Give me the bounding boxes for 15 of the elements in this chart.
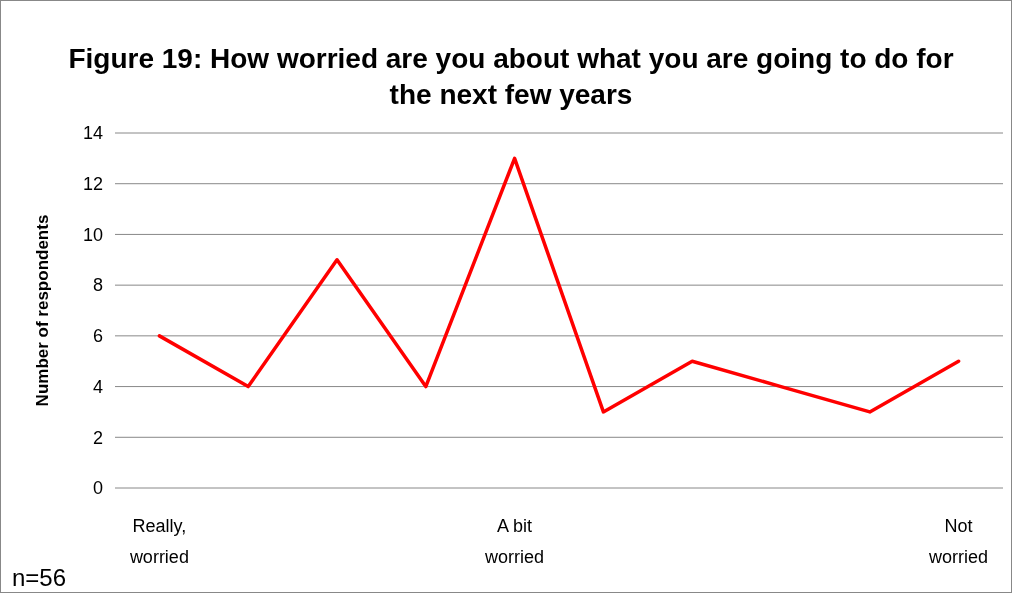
x-tick-label: Really, worried (128, 516, 189, 567)
text: n=56 (12, 564, 67, 591)
y-tick-label: 14 (82, 123, 103, 144)
y-tick-label: 10 (82, 224, 103, 245)
y-tick-label: 4 (92, 376, 103, 397)
line-series (157, 156, 961, 414)
x-tick-label: A bit worried (484, 516, 545, 567)
y-tick-label: 0 (92, 478, 103, 499)
y-tick-label: 8 (92, 275, 103, 296)
y-axis-title: Number of respondents (33, 214, 52, 407)
x-tick-label: Not worried (928, 516, 989, 567)
y-tick-label: 2 (92, 427, 103, 448)
chart-title: Figure 19: How worried are you about what you are going to do for the next few years (68, 43, 954, 110)
y-tick-label: 6 (92, 326, 103, 347)
y-tick-label: 12 (82, 174, 103, 195)
